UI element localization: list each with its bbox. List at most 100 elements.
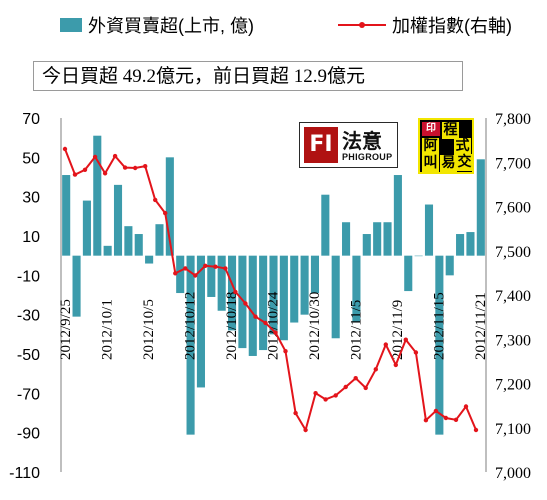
- index-point: [413, 350, 419, 355]
- index-point: [303, 427, 308, 433]
- summary-box: 今日買超 49.2億元，前日買超 12.9億元: [33, 61, 463, 91]
- bar: [165, 157, 174, 256]
- phigroup-logo-english: PHIGROUP: [342, 152, 393, 162]
- index-point: [102, 171, 108, 176]
- bar: [269, 255, 278, 335]
- index-point: [263, 320, 268, 326]
- bar: [145, 255, 154, 264]
- index-point: [323, 397, 328, 402]
- left-tick-label: 30: [22, 190, 40, 207]
- x-tick-label: 2012/10/24: [266, 291, 282, 360]
- index-point: [203, 263, 208, 268]
- left-tick-label: -110: [9, 465, 40, 482]
- left-tick-label: 50: [22, 150, 40, 167]
- index-point: [423, 418, 429, 423]
- index-point: [112, 153, 118, 159]
- x-tick-label: 2012/11/5: [348, 300, 364, 360]
- right-tick-label: 7,000: [495, 465, 531, 482]
- index-point: [373, 367, 378, 372]
- bar: [424, 204, 434, 256]
- legend: 外資買賣超(上市, 億) 加權指數(右軸): [0, 6, 547, 38]
- legend-bar-swatch: [60, 18, 82, 32]
- index-point: [443, 415, 449, 421]
- left-tick-label: -10: [17, 268, 40, 285]
- bar: [352, 255, 361, 323]
- index-point: [183, 266, 188, 271]
- right-tick-label: 7,700: [495, 155, 531, 172]
- bar: [227, 255, 237, 331]
- index-point: [62, 146, 68, 152]
- index-point: [72, 172, 78, 177]
- right-tick-label: 7,300: [495, 332, 531, 349]
- bar: [362, 234, 371, 256]
- bar: [279, 255, 288, 341]
- bar: [196, 255, 205, 388]
- index-point: [403, 337, 408, 342]
- index-point: [313, 391, 318, 396]
- x-tick-label: 2012/10/30: [307, 292, 323, 360]
- index-point: [213, 264, 218, 269]
- bar: [393, 175, 402, 256]
- legend-line-swatch: [338, 18, 386, 32]
- right-tick-label: 7,800: [495, 111, 531, 128]
- x-tick-label: 2012/10/12: [183, 292, 199, 360]
- bar: [310, 255, 320, 294]
- right-tick-label: 7,200: [495, 377, 531, 394]
- index-point: [173, 271, 178, 276]
- index-point: [233, 289, 238, 295]
- bar: [134, 234, 143, 256]
- x-tick-label: 2012/10/5: [141, 299, 157, 360]
- index-point: [393, 362, 398, 368]
- bar: [404, 255, 413, 292]
- bar: [217, 255, 226, 311]
- bar: [248, 255, 257, 356]
- bar: [82, 200, 91, 256]
- left-tick-label: -70: [17, 386, 40, 403]
- left-tick-label: 70: [22, 111, 40, 128]
- logo-glyph-2: 阿: [422, 138, 439, 155]
- bar: [342, 222, 351, 256]
- bar: [72, 255, 81, 317]
- phigroup-logo: FI 法意 PHIGROUP: [299, 122, 398, 168]
- left-tick-label: -50: [17, 347, 40, 364]
- plot-frame: [60, 118, 487, 472]
- bar: [124, 226, 133, 256]
- index-point: [163, 210, 168, 216]
- x-tick-label: 2012/9/25: [58, 299, 74, 360]
- index-point: [293, 410, 298, 416]
- bar: [93, 135, 102, 256]
- index-point: [333, 393, 338, 398]
- bar: [331, 255, 340, 339]
- index-point: [82, 167, 88, 172]
- index-point: [153, 197, 158, 203]
- phigroup-logo-chinese: 法意: [342, 129, 382, 153]
- x-tick-label: 2012/11/9: [390, 300, 406, 360]
- index-point: [133, 165, 138, 171]
- logo-glyph-3: 式: [454, 138, 471, 155]
- index-point: [243, 301, 248, 306]
- index-point: [353, 376, 358, 381]
- bar: [383, 222, 392, 256]
- right-tick-label: 7,100: [495, 421, 531, 438]
- bar: [373, 222, 382, 256]
- x-tick-label: 2012/11/15: [431, 292, 447, 360]
- bar: [445, 255, 454, 276]
- bar: [207, 255, 216, 297]
- bar: [290, 255, 299, 323]
- logo-stamp: 印: [422, 122, 440, 136]
- phigroup-logo-mark: FI: [304, 127, 338, 163]
- bar: [466, 232, 475, 256]
- index-point: [122, 165, 128, 170]
- left-tick-label: -90: [17, 426, 40, 443]
- left-tick-label: 10: [22, 229, 40, 246]
- index-point: [463, 404, 469, 409]
- right-tick-label: 7,500: [495, 244, 531, 261]
- index-point: [253, 314, 258, 319]
- right-tick-label: 7,400: [495, 288, 531, 305]
- bar: [186, 255, 195, 435]
- index-point: [92, 154, 98, 160]
- bar: [300, 255, 309, 315]
- bar-series: [62, 135, 485, 435]
- bar: [321, 194, 330, 256]
